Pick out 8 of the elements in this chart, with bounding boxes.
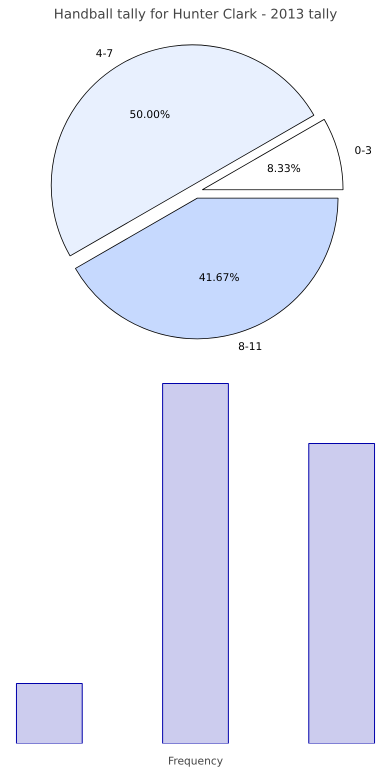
data-label: 41.67% — [198, 270, 240, 284]
slice-label: 8-11 — [238, 340, 262, 353]
chart-title: Handball tally for Hunter Clark - 2013 tally — [54, 8, 338, 22]
data-label: 8.33% — [266, 162, 301, 176]
slice-label: 0-3 — [354, 144, 372, 158]
slice-label: 4-7 — [96, 47, 114, 60]
x-axis-title: Frequency — [168, 754, 224, 768]
data-label: 50.00% — [129, 108, 170, 122]
